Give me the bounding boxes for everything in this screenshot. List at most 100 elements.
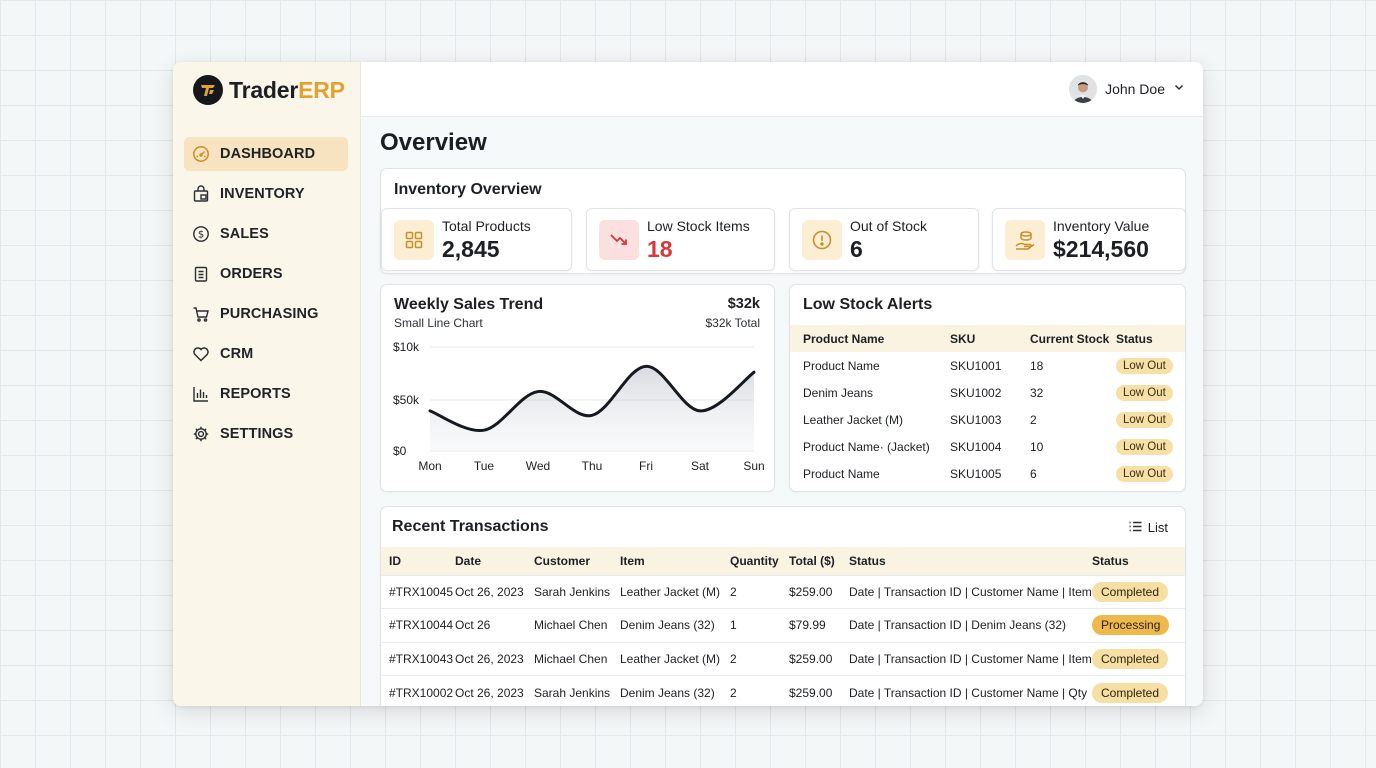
x-tick-label: Wed — [526, 459, 550, 473]
product-name-cell: Leather Jacket (M) — [803, 412, 904, 427]
column-header[interactable]: Total ($) — [789, 547, 849, 575]
sidebar-nav: DASHBOARD INVENTORY $ SALES ORDERS — [184, 137, 348, 457]
column-header[interactable]: Status — [849, 547, 1092, 575]
dollar-circle-icon: $ — [192, 225, 210, 243]
chart-series-line — [428, 364, 756, 432]
sidebar-item-label: PURCHASING — [220, 306, 319, 322]
y-tick-label: $50k — [393, 393, 420, 407]
kpi-inventory-value[interactable]: Inventory Value $214,560 — [992, 208, 1186, 271]
x-tick-label: Sun — [743, 459, 764, 473]
table-row[interactable]: Product Name· (Jacket) SKU1004 10 Low Ou… — [790, 433, 1185, 460]
column-header[interactable]: Current Stock — [1030, 325, 1116, 352]
main-content: John Doe Overview Inventory Overview Tot… — [361, 62, 1203, 706]
kpi-value: $214,560 — [1053, 236, 1149, 262]
column-header[interactable]: SKU — [950, 325, 1030, 352]
list-view-button[interactable]: List — [1129, 520, 1168, 535]
gear-icon — [192, 425, 210, 443]
sku-cell: SKU1002 — [950, 385, 1002, 400]
table-row[interactable]: #TRX10045 Oct 26, 2023 Sarah Jenkins Lea… — [381, 574, 1185, 609]
item-cell: Leather Jacket (M) — [620, 641, 730, 676]
column-header[interactable]: Item — [620, 547, 730, 575]
user-menu[interactable]: John Doe — [1069, 75, 1185, 103]
status-cell: Processing — [1092, 608, 1185, 642]
total-cell: $259.00 — [789, 574, 849, 609]
avatar — [1069, 75, 1098, 103]
stock-cell: 6 — [1030, 466, 1037, 481]
column-header[interactable]: Date — [455, 547, 534, 575]
sku-cell: SKU1001 — [950, 358, 1002, 373]
column-header[interactable]: Customer — [534, 547, 620, 575]
bag-icon — [192, 185, 210, 203]
status-badge: Completed — [1092, 648, 1169, 669]
column-header[interactable]: ID — [381, 547, 455, 575]
details-cell: Date | Transaction ID | Customer Name | … — [849, 574, 1092, 609]
sidebar-item-inventory[interactable]: INVENTORY — [184, 177, 348, 211]
transactions-table: ID Date Customer Item Quantity Total ($)… — [381, 547, 1185, 706]
logo-icon — [193, 75, 223, 105]
stock-cell: 2 — [1030, 412, 1037, 427]
top-bar: John Doe — [361, 62, 1203, 117]
status-cell: Low Out — [1116, 406, 1185, 433]
kpi-low-stock-items[interactable]: Low Stock Items 18 — [586, 208, 775, 271]
column-header[interactable]: Quantity — [730, 547, 789, 575]
app-window: TraderERP DASHBOARD INVENTORY $ SALES — [173, 62, 1203, 706]
sidebar-item-orders[interactable]: ORDERS — [184, 257, 348, 291]
kpi-value: 6 — [850, 236, 863, 262]
table-row[interactable]: #TRX10043 Oct 26, 2023 Michael Chen Leat… — [381, 641, 1185, 676]
panel-title: Low Stock Alerts — [803, 296, 933, 313]
table-row[interactable]: #TRX10002 Oct 26, 2023 Sarah Jenkins Den… — [381, 675, 1185, 706]
sidebar-item-crm[interactable]: CRM — [184, 337, 348, 371]
date-cell: Oct 26, 2023 — [455, 574, 534, 609]
chart-area-fill — [430, 366, 754, 451]
coins-hand-icon — [1005, 220, 1045, 260]
table-row[interactable]: #TRX10044 Oct 26 Michael Chen Denim Jean… — [381, 608, 1185, 642]
kpi-value: 18 — [647, 236, 673, 262]
table-row[interactable]: Denim Jeans SKU1002 32 Low Out — [790, 379, 1185, 406]
sidebar-item-label: INVENTORY — [220, 186, 305, 202]
status-cell: Low Out — [1116, 460, 1185, 487]
status-badge: Low Out — [1116, 411, 1173, 428]
table-header-row: ID Date Customer Item Quantity Total ($)… — [381, 547, 1185, 575]
sidebar-item-reports[interactable]: REPORTS — [184, 377, 348, 411]
column-header[interactable]: Status — [1116, 325, 1185, 352]
sales-line-chart: $10k $50k $0 Mon Tue Wed Thu Fri Sat Sun — [393, 340, 765, 473]
customer-cell: Sarah Jenkins — [534, 574, 620, 609]
sku-cell: SKU1005 — [950, 466, 1002, 481]
kpi-out-of-stock[interactable]: Out of Stock 6 — [789, 208, 979, 271]
sidebar-item-settings[interactable]: SETTINGS — [184, 417, 348, 451]
alert-circle-icon — [802, 220, 842, 260]
user-name: John Doe — [1105, 81, 1165, 97]
list-icon — [1129, 520, 1142, 535]
status-badge: Completed — [1092, 682, 1169, 703]
x-tick-label: Fri — [639, 459, 653, 473]
kpi-label: Total Products — [442, 218, 531, 234]
heart-icon — [192, 345, 210, 363]
sidebar-item-dashboard[interactable]: DASHBOARD — [184, 137, 348, 171]
chart-title: Weekly Sales Trend — [394, 296, 544, 313]
logo[interactable]: TraderERP — [193, 75, 345, 105]
sidebar-item-label: SALES — [220, 226, 269, 242]
stock-cell: 10 — [1030, 439, 1044, 454]
svg-text:$: $ — [198, 230, 204, 241]
quantity-cell: 2 — [730, 574, 789, 609]
column-header[interactable]: Status — [1092, 547, 1185, 575]
sales-total-label: $32k Total — [705, 316, 761, 330]
total-cell: $79.99 — [789, 608, 849, 642]
table-row[interactable]: Product Name SKU1001 18 Low Out — [790, 352, 1185, 379]
sidebar-item-label: CRM — [220, 346, 254, 362]
x-tick-label: Mon — [418, 459, 441, 473]
kpi-total-products[interactable]: Total Products 2,845 — [381, 208, 572, 271]
status-cell: Low Out — [1116, 379, 1185, 406]
table-row[interactable]: Product Name SKU1005 6 Low Out — [790, 460, 1185, 487]
sidebar-item-label: REPORTS — [220, 386, 291, 402]
stock-cell: 32 — [1030, 385, 1044, 400]
date-cell: Oct 26, 2023 — [455, 641, 534, 676]
logo-text: TraderERP — [229, 76, 345, 103]
table-row[interactable]: Leather Jacket (M) SKU1003 2 Low Out — [790, 406, 1185, 433]
sidebar-item-purchasing[interactable]: PURCHASING — [184, 297, 348, 331]
sidebar-item-sales[interactable]: $ SALES — [184, 217, 348, 251]
sidebar-item-label: DASHBOARD — [220, 146, 316, 162]
column-header[interactable]: Product Name — [790, 325, 950, 352]
cart-icon — [192, 305, 210, 323]
product-name-cell: Product Name — [803, 358, 880, 373]
